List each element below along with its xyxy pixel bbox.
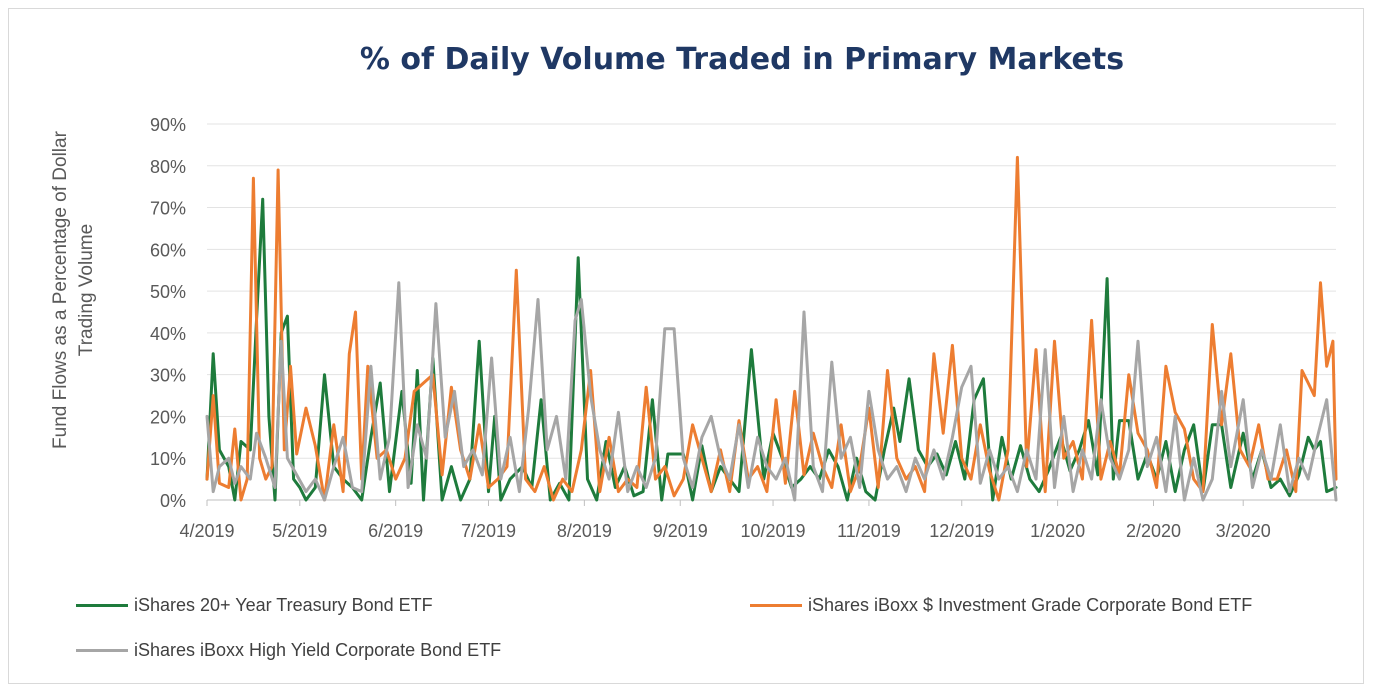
y-tick-label: 20%	[150, 407, 186, 427]
legend-item-high-yield: iShares iBoxx High Yield Corporate Bond …	[76, 640, 501, 661]
series-line-0	[205, 197, 1338, 502]
x-tick-label: 2/2020	[1126, 521, 1181, 541]
legend-label-investment-grade: iShares iBoxx $ Investment Grade Corpora…	[808, 595, 1253, 615]
x-tick-label: 9/2019	[653, 521, 708, 541]
x-tick-label: 7/2019	[461, 521, 516, 541]
x-tick-label: 5/2019	[272, 521, 327, 541]
x-tick-label: 3/2020	[1216, 521, 1271, 541]
legend-item-investment-grade: iShares iBoxx $ Investment Grade Corpora…	[750, 595, 1252, 616]
chart-title: % of Daily Volume Traded in Primary Mark…	[359, 42, 1125, 77]
legend-item-treasury: iShares 20+ Year Treasury Bond ETF	[76, 595, 433, 616]
y-tick-label: 70%	[150, 199, 186, 219]
y-tick-label: 30%	[150, 366, 186, 386]
y-tick-label: 60%	[150, 240, 186, 260]
x-tick-label: 10/2019	[741, 521, 806, 541]
x-tick-label: 4/2019	[179, 521, 234, 541]
x-tick-label: 11/2019	[837, 521, 901, 541]
legend-label-high-yield: iShares iBoxx High Yield Corporate Bond …	[134, 640, 502, 660]
y-tick-label: 80%	[150, 157, 186, 177]
legend-label-treasury: iShares 20+ Year Treasury Bond ETF	[134, 595, 433, 615]
x-tick-label: 1/2020	[1030, 521, 1085, 541]
legend-swatch-high-yield	[76, 649, 128, 652]
x-tick-label: 8/2019	[557, 521, 612, 541]
y-tick-label: 0%	[160, 491, 186, 511]
y-tick-label: 90%	[150, 115, 186, 135]
x-tick-label: 12/2019	[929, 521, 994, 541]
y-tick-label: 10%	[150, 449, 186, 469]
y-tick-label: 50%	[150, 282, 186, 302]
legend-swatch-investment-grade	[750, 604, 802, 607]
y-tick-label: 40%	[150, 324, 186, 344]
legend-swatch-treasury	[76, 604, 128, 607]
series-line-2	[205, 281, 1338, 502]
x-tick-label: 6/2019	[368, 521, 423, 541]
